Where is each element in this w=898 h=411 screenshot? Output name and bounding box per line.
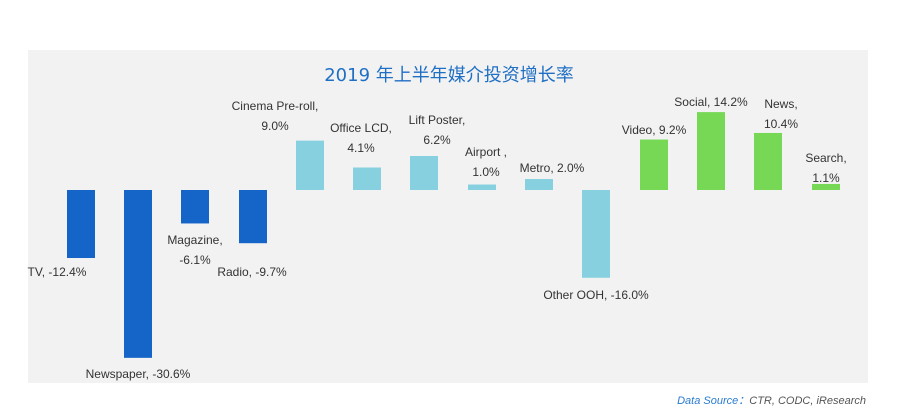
data-label-radio: Radio, -9.7%	[217, 265, 287, 279]
data-label-metro: Metro, 2.0%	[520, 161, 585, 175]
data-label-lift-poster: Lift Poster, 6.2%	[409, 113, 466, 147]
bar-metro	[525, 179, 553, 190]
data-label-news: News, 10.4%	[764, 97, 798, 131]
chart-background	[28, 50, 868, 383]
bar-newspaper	[124, 190, 152, 358]
data-source-text: CTR, CODC, iResearch	[749, 395, 866, 407]
bar-cinema-pre-roll	[296, 140, 324, 190]
data-label-newspaper: Newspaper, -30.6%	[86, 367, 191, 381]
data-source-note: Data Source：CTR, CODC, iResearch	[677, 392, 866, 408]
bar-social	[697, 112, 725, 190]
bar-lift-poster	[410, 155, 438, 190]
data-label-video: Video, 9.2%	[622, 123, 687, 137]
data-label-office-lcd: Office LCD, 4.1%	[330, 121, 392, 155]
chart-title: 2019 年上半年媒介投资增长率	[324, 65, 574, 86]
data-label-tv: TV, -12.4%	[28, 265, 87, 279]
bar-airport	[468, 184, 496, 190]
bar-office-lcd	[353, 167, 381, 190]
bar-news	[754, 132, 782, 190]
data-label-magazine: Magazine, -6.1%	[167, 233, 222, 267]
data-label-search: Search, 1.1%	[805, 151, 846, 185]
bar-video	[640, 139, 668, 190]
bar-tv	[67, 190, 95, 259]
bar-magazine	[181, 190, 209, 224]
bar-other-ooh	[582, 190, 610, 278]
data-label-airport: Airport , 1.0%	[465, 145, 507, 179]
data-label-other-ooh: Other OOH, -16.0%	[543, 288, 649, 302]
data-label-cinema-pre-roll: Cinema Pre-roll, 9.0%	[232, 99, 319, 133]
data-label-social: Social, 14.2%	[674, 95, 748, 109]
data-source-prefix: Data Source：	[677, 395, 750, 407]
bar-radio	[239, 190, 267, 244]
bar-search	[812, 183, 840, 190]
